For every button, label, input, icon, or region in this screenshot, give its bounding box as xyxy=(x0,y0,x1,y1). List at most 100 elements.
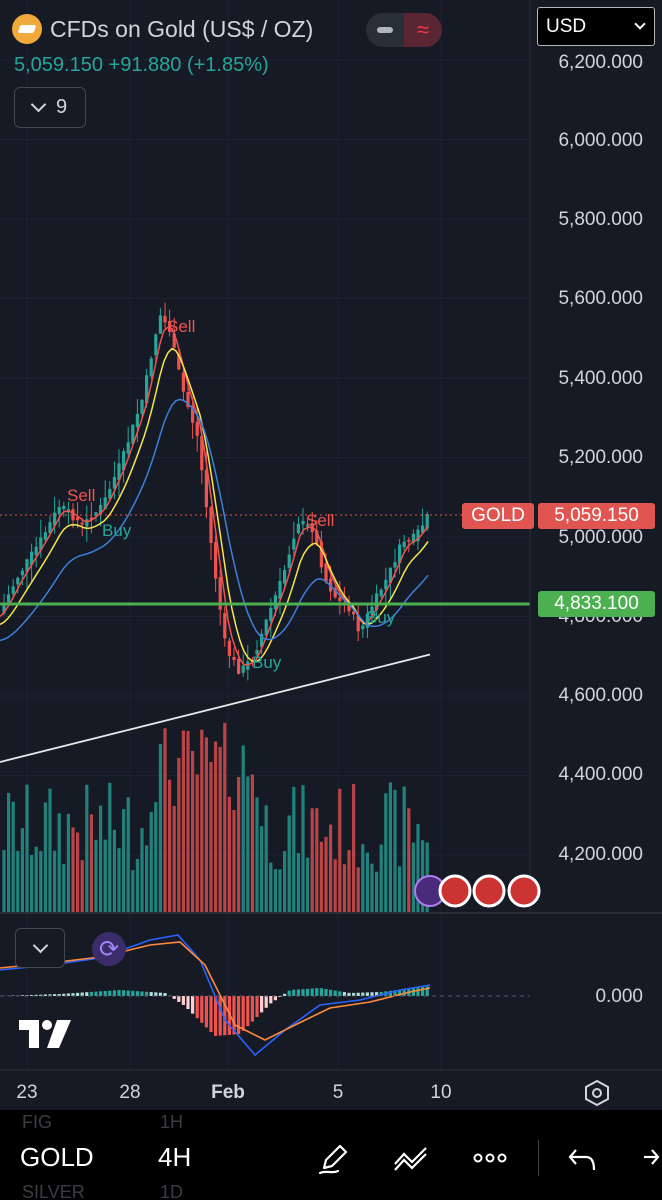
symbol-title[interactable]: CFDs on Gold (US$ / OZ) xyxy=(12,14,313,44)
candle-body xyxy=(287,554,291,568)
macd-histogram-bar xyxy=(306,988,310,996)
currency-select[interactable]: USD xyxy=(537,7,655,46)
volume-bar xyxy=(421,840,425,912)
more-icon[interactable] xyxy=(470,1140,510,1176)
macd-histogram-bar xyxy=(324,989,328,996)
macd-histogram-bar xyxy=(370,992,374,996)
candle-body xyxy=(324,563,328,582)
macd-histogram-bar xyxy=(135,991,139,996)
candle-body xyxy=(260,633,264,648)
volume-bar xyxy=(76,832,80,912)
candle-body xyxy=(255,650,259,655)
price-axis-label: 6,000.000 xyxy=(558,130,643,151)
candle-body xyxy=(398,544,402,564)
candle-body xyxy=(375,593,379,611)
volume-bar xyxy=(287,815,291,912)
macd-histogram-bar xyxy=(315,988,319,996)
macd-histogram-bar xyxy=(195,996,199,1019)
chart-mode-toggle[interactable]: ≈ xyxy=(366,13,442,47)
price-axis-label: 5,200.000 xyxy=(558,447,643,468)
candle-body xyxy=(131,424,135,444)
candle-body xyxy=(296,523,300,534)
macd-collapse-button[interactable] xyxy=(15,928,65,968)
last-price-tag: 5,059.150 xyxy=(538,503,655,529)
event-markers[interactable] xyxy=(414,874,541,908)
price-axis-label: 5,600.000 xyxy=(558,288,643,309)
volume-bar xyxy=(214,741,218,912)
price-axis-label: 4,600.000 xyxy=(558,685,643,706)
candle-body xyxy=(214,542,218,579)
volume-bar xyxy=(117,848,121,912)
macd-histogram-bar xyxy=(250,996,254,1022)
pen-icon[interactable] xyxy=(316,1140,352,1176)
tradingview-logo-icon xyxy=(19,1020,71,1048)
candle-body xyxy=(306,524,310,527)
chart-canvas[interactable] xyxy=(0,0,662,1110)
macd-pane xyxy=(0,934,431,1057)
candle-body xyxy=(117,463,121,481)
volume-bar xyxy=(204,737,208,912)
wave-icon[interactable]: ≈ xyxy=(404,13,442,47)
us-flag-icon xyxy=(507,874,541,908)
timeframe-button[interactable]: 4H xyxy=(158,1142,192,1172)
volume-bar xyxy=(416,824,420,912)
undo-icon[interactable] xyxy=(566,1140,598,1176)
candle-body xyxy=(53,512,57,526)
volume-bar xyxy=(301,785,305,912)
macd-histogram-bar xyxy=(283,993,287,996)
redo-icon[interactable] xyxy=(634,1140,662,1176)
volume-bar xyxy=(140,828,144,912)
candle-body xyxy=(43,532,47,540)
us-flag-icon xyxy=(472,874,506,908)
macd-histogram-bar xyxy=(218,996,222,1036)
macd-histogram-bar xyxy=(131,990,135,996)
macd-histogram-bar xyxy=(421,986,425,996)
trend-tool-icon[interactable] xyxy=(392,1140,432,1176)
symbol-picker-next[interactable]: SILVER xyxy=(22,1182,85,1200)
level-price-tag[interactable]: 4,833.100 xyxy=(538,591,655,617)
volume-bar xyxy=(237,776,241,912)
timeframe-picker-prev[interactable]: 1H xyxy=(160,1112,184,1132)
volume-bar xyxy=(85,784,89,912)
candle-body xyxy=(365,613,369,628)
candle-body xyxy=(200,436,204,471)
macd-refresh-icon[interactable]: ⟳ xyxy=(92,932,126,966)
volume-bar xyxy=(324,836,328,912)
macd-histogram-bar xyxy=(158,992,162,996)
price-axis-label: 6,200.000 xyxy=(558,52,643,73)
symbol-picker-prev[interactable]: FIG xyxy=(22,1112,52,1132)
price-axis-label: 5,800.000 xyxy=(558,209,643,230)
price-change: +91.880 xyxy=(108,54,182,76)
candle-body xyxy=(34,546,38,556)
macd-histogram-bar xyxy=(76,992,80,996)
volume-bar xyxy=(402,786,406,912)
minus-icon[interactable] xyxy=(366,13,404,47)
candle-body xyxy=(370,606,374,616)
candle-body xyxy=(2,603,6,614)
settings-hexagon-icon[interactable] xyxy=(583,1079,611,1107)
volume-bar xyxy=(246,776,250,912)
macd-histogram-bar xyxy=(122,990,126,996)
volume-bar xyxy=(66,813,70,912)
toolbar-divider xyxy=(538,1140,539,1176)
volume-bar xyxy=(195,774,199,912)
macd-histogram-bar xyxy=(140,991,144,996)
candle-body xyxy=(181,372,185,392)
candle-body xyxy=(347,601,351,612)
volume-bar xyxy=(43,802,47,912)
volume-bar xyxy=(163,728,167,912)
candle-body xyxy=(158,315,162,334)
macd-histogram-bar xyxy=(246,996,250,1027)
macd-histogram-bar xyxy=(48,994,52,996)
volume-bar xyxy=(158,743,162,912)
volume-bar xyxy=(25,784,29,912)
volume-bar xyxy=(131,870,135,912)
macd-histogram-bar xyxy=(338,991,342,996)
volume-bar xyxy=(7,792,11,912)
symbol-button[interactable]: GOLD xyxy=(20,1142,94,1172)
candle-body xyxy=(149,358,153,377)
candle-body xyxy=(241,665,245,673)
time-axis-label: 23 xyxy=(16,1082,38,1103)
indicators-toggle-button[interactable]: 9 xyxy=(14,87,86,128)
timeframe-picker-next[interactable]: 1D xyxy=(160,1182,184,1200)
